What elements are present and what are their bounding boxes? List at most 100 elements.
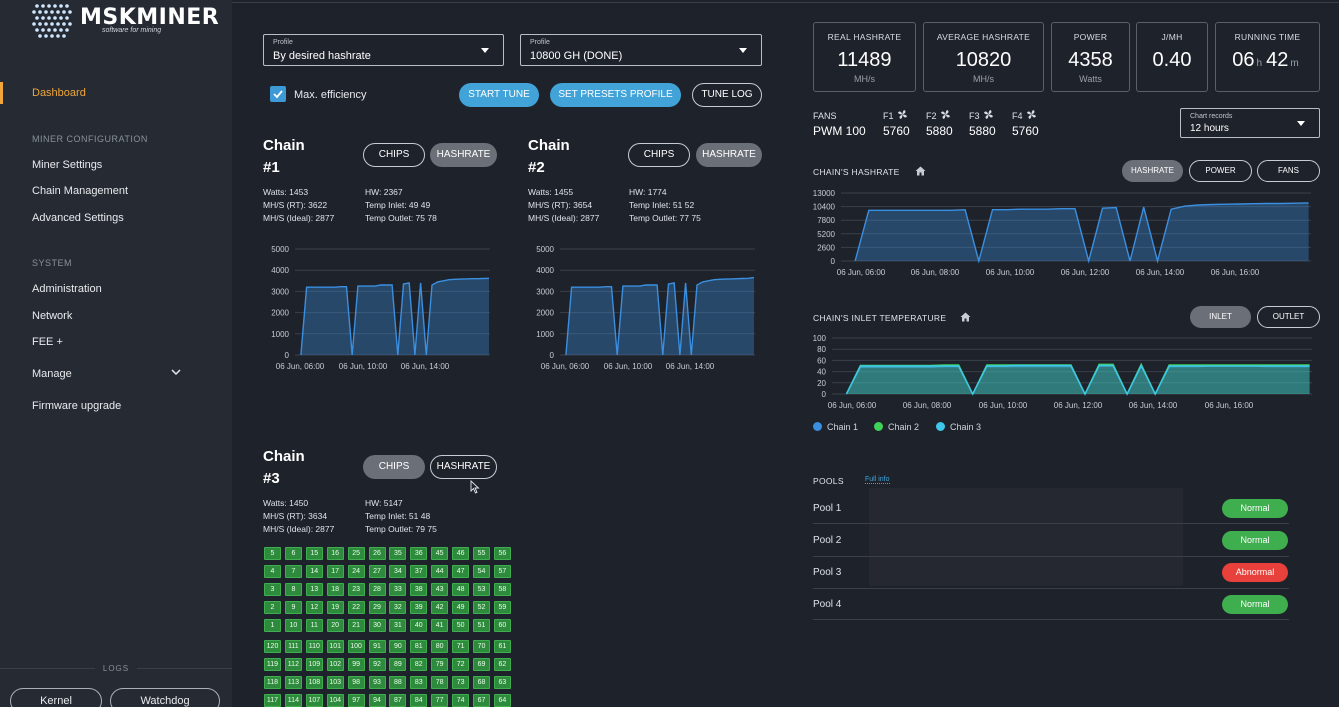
nav-network[interactable]: Network bbox=[32, 310, 73, 322]
chip-cell[interactable]: 8 bbox=[284, 583, 302, 596]
chip-cell[interactable]: 35 bbox=[389, 547, 407, 560]
chip-cell[interactable]: 88 bbox=[389, 676, 407, 689]
chip-cell[interactable]: 14 bbox=[305, 565, 323, 578]
nav-miner-settings[interactable]: Miner Settings bbox=[32, 159, 103, 171]
chip-cell[interactable]: 49 bbox=[452, 601, 470, 614]
chip-cell[interactable]: 11 bbox=[305, 619, 323, 632]
chip-cell[interactable]: 70 bbox=[473, 640, 490, 653]
chip-cell[interactable]: 12 bbox=[305, 601, 323, 614]
chip-cell[interactable]: 102 bbox=[326, 658, 344, 671]
chip-cell[interactable]: 97 bbox=[347, 694, 365, 707]
nav-chain-management[interactable]: Chain Management bbox=[32, 185, 129, 197]
chip-cell[interactable]: 89 bbox=[389, 658, 407, 671]
chip-cell[interactable]: 62 bbox=[493, 658, 511, 671]
chip-cell[interactable]: 104 bbox=[326, 694, 344, 707]
outlet-tab[interactable]: OUTLET bbox=[1257, 306, 1320, 328]
chip-cell[interactable]: 45 bbox=[431, 547, 449, 560]
chip-cell[interactable]: 100 bbox=[347, 640, 365, 653]
chip-cell[interactable]: 53 bbox=[473, 583, 490, 596]
chip-cell[interactable]: 111 bbox=[284, 640, 302, 653]
chip-cell[interactable]: 82 bbox=[410, 658, 428, 671]
fans-tab[interactable]: FANS bbox=[1257, 160, 1320, 182]
chip-cell[interactable]: 57 bbox=[493, 565, 511, 578]
tune-log-button[interactable]: TUNE LOG bbox=[692, 83, 762, 107]
chip-cell[interactable]: 7 bbox=[284, 565, 302, 578]
chip-cell[interactable]: 40 bbox=[410, 619, 428, 632]
chip-cell[interactable]: 33 bbox=[389, 583, 407, 596]
chip-cell[interactable]: 48 bbox=[452, 583, 470, 596]
chip-cell[interactable]: 15 bbox=[305, 547, 323, 560]
chip-cell[interactable]: 10 bbox=[284, 619, 302, 632]
chip-cell[interactable]: 113 bbox=[284, 676, 302, 689]
chip-cell[interactable]: 22 bbox=[347, 601, 365, 614]
chip-cell[interactable]: 38 bbox=[410, 583, 428, 596]
chip-cell[interactable]: 55 bbox=[473, 547, 490, 560]
profile-select-mode[interactable]: Profile By desired hashrate bbox=[263, 34, 504, 66]
chip-cell[interactable]: 74 bbox=[452, 694, 470, 707]
chevron-down-icon[interactable] bbox=[170, 367, 182, 377]
chip-cell[interactable]: 109 bbox=[305, 658, 323, 671]
chip-cell[interactable]: 50 bbox=[452, 619, 470, 632]
chain-3-hashrate-button[interactable]: HASHRATE bbox=[430, 455, 497, 479]
chip-cell[interactable]: 79 bbox=[431, 658, 449, 671]
chip-cell[interactable]: 87 bbox=[389, 694, 407, 707]
chain-1-chips-button[interactable]: CHIPS bbox=[363, 143, 425, 167]
chip-cell[interactable]: 92 bbox=[368, 658, 386, 671]
chip-cell[interactable]: 81 bbox=[410, 640, 428, 653]
inlet-tab[interactable]: INLET bbox=[1190, 306, 1251, 328]
chip-cell[interactable]: 63 bbox=[493, 676, 511, 689]
chip-cell[interactable]: 16 bbox=[326, 547, 344, 560]
chip-cell[interactable]: 119 bbox=[264, 658, 281, 671]
chip-cell[interactable]: 24 bbox=[347, 565, 365, 578]
chip-cell[interactable]: 43 bbox=[431, 583, 449, 596]
nav-dashboard[interactable]: Dashboard bbox=[32, 87, 86, 99]
chip-cell[interactable]: 23 bbox=[347, 583, 365, 596]
chip-cell[interactable]: 30 bbox=[368, 619, 386, 632]
chip-cell[interactable]: 51 bbox=[473, 619, 490, 632]
chip-cell[interactable]: 69 bbox=[473, 658, 490, 671]
chain-1-hashrate-button[interactable]: HASHRATE bbox=[430, 143, 497, 167]
chip-cell[interactable]: 110 bbox=[305, 640, 323, 653]
chip-cell[interactable]: 20 bbox=[326, 619, 344, 632]
chip-cell[interactable]: 13 bbox=[305, 583, 323, 596]
chip-cell[interactable]: 99 bbox=[347, 658, 365, 671]
chip-cell[interactable]: 72 bbox=[452, 658, 470, 671]
chip-cell[interactable]: 19 bbox=[326, 601, 344, 614]
home-icon[interactable] bbox=[960, 312, 971, 322]
chip-cell[interactable]: 47 bbox=[452, 565, 470, 578]
hashrate-tab[interactable]: HASHRATE bbox=[1122, 160, 1183, 182]
nav-administration[interactable]: Administration bbox=[32, 283, 102, 295]
chip-cell[interactable]: 41 bbox=[431, 619, 449, 632]
chip-cell[interactable]: 52 bbox=[473, 601, 490, 614]
chip-cell[interactable]: 98 bbox=[347, 676, 365, 689]
watchdog-log-button[interactable]: Watchdog bbox=[110, 688, 220, 707]
set-presets-profile-button[interactable]: SET PRESETS PROFILE bbox=[550, 83, 681, 107]
chip-cell[interactable]: 31 bbox=[389, 619, 407, 632]
home-icon[interactable] bbox=[915, 166, 926, 176]
chip-cell[interactable]: 83 bbox=[410, 676, 428, 689]
chip-cell[interactable]: 36 bbox=[410, 547, 428, 560]
chip-cell[interactable]: 56 bbox=[493, 547, 511, 560]
chip-cell[interactable]: 103 bbox=[326, 676, 344, 689]
chip-cell[interactable]: 114 bbox=[284, 694, 302, 707]
chip-cell[interactable]: 101 bbox=[326, 640, 344, 653]
chip-cell[interactable]: 5 bbox=[264, 547, 281, 560]
chip-cell[interactable]: 9 bbox=[284, 601, 302, 614]
chip-cell[interactable]: 93 bbox=[368, 676, 386, 689]
chip-cell[interactable]: 46 bbox=[452, 547, 470, 560]
chip-cell[interactable]: 2 bbox=[264, 601, 281, 614]
chip-cell[interactable]: 18 bbox=[326, 583, 344, 596]
chip-cell[interactable]: 118 bbox=[264, 676, 281, 689]
chip-cell[interactable]: 67 bbox=[473, 694, 490, 707]
chart-records-select[interactable]: Chart records 12 hours bbox=[1180, 108, 1320, 138]
legend-chain-3[interactable]: Chain 3 bbox=[950, 422, 982, 432]
chip-cell[interactable]: 58 bbox=[493, 583, 511, 596]
chip-cell[interactable]: 73 bbox=[452, 676, 470, 689]
chip-cell[interactable]: 71 bbox=[452, 640, 470, 653]
chip-cell[interactable]: 90 bbox=[389, 640, 407, 653]
chip-cell[interactable]: 4 bbox=[264, 565, 281, 578]
chip-cell[interactable]: 29 bbox=[368, 601, 386, 614]
chip-cell[interactable]: 91 bbox=[368, 640, 386, 653]
chip-cell[interactable]: 64 bbox=[493, 694, 511, 707]
chip-cell[interactable]: 68 bbox=[473, 676, 490, 689]
